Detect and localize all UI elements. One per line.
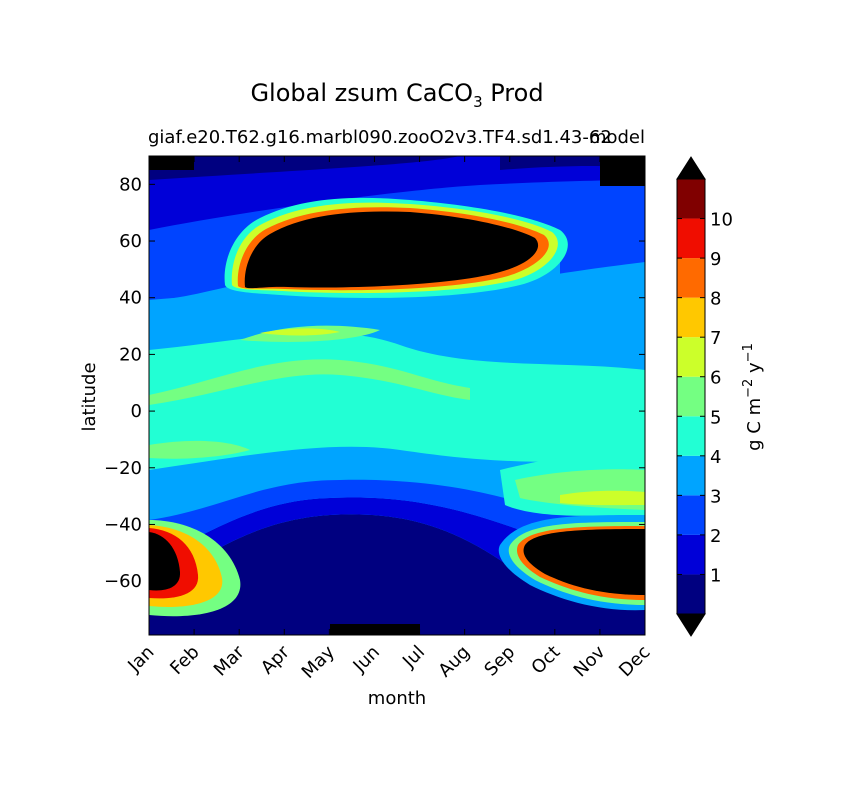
colorbar-tick-label: 10 bbox=[710, 210, 733, 231]
x-tick-label: Jul bbox=[398, 642, 429, 673]
colorbar-tick-label: 4 bbox=[710, 447, 721, 468]
colorbar-tick-label: 1 bbox=[710, 565, 721, 586]
colorbar-tick-label: 2 bbox=[710, 526, 721, 547]
y-tick-label: −60 bbox=[104, 571, 142, 592]
colorbar-segment bbox=[677, 534, 705, 575]
y-tick-label: −20 bbox=[104, 458, 142, 479]
field-tropics-5a bbox=[149, 359, 470, 405]
chart-subtitle-case: giaf.e20.T62.g16.marbl090.zooO2v3.TF4.sd… bbox=[148, 127, 612, 148]
field-north-bloom-core bbox=[244, 211, 539, 289]
x-tick-label: Feb bbox=[166, 642, 203, 679]
field-corner-ne bbox=[600, 156, 645, 186]
colorbar-segment bbox=[677, 574, 705, 614]
field-south-sub-6 bbox=[560, 490, 645, 506]
y-axis-label: latitude bbox=[79, 362, 100, 431]
field-tropics-6b bbox=[149, 440, 250, 459]
colorbar-tick-label: 8 bbox=[710, 289, 721, 310]
plot-frame bbox=[148, 155, 646, 636]
y-tick-label: 40 bbox=[119, 288, 142, 309]
colorbar-tick-label: 3 bbox=[710, 486, 721, 507]
colorbar-segment bbox=[677, 455, 705, 496]
chart-title-subscript: 3 bbox=[473, 93, 483, 111]
colorbar-label: g C m−2 y−1 bbox=[741, 343, 765, 451]
x-tick-label: Mar bbox=[210, 641, 249, 680]
field-north-top bbox=[149, 156, 460, 180]
field-south-left-core bbox=[149, 532, 181, 591]
y-tick-label: 80 bbox=[119, 174, 142, 195]
field-south-2 bbox=[149, 497, 645, 600]
colorbar-segment bbox=[677, 495, 705, 535]
colorbar-segment bbox=[677, 376, 705, 417]
x-tick-label: Aug bbox=[434, 642, 474, 682]
x-tick-label: Jun bbox=[349, 642, 384, 677]
x-axis-label: month bbox=[368, 688, 426, 709]
field-tropics-6 bbox=[260, 328, 340, 336]
y-tick-label: 0 bbox=[131, 401, 142, 422]
y-tick-label: 20 bbox=[119, 344, 142, 365]
y-tick-label: 60 bbox=[119, 231, 142, 252]
colorbar-over-triangle bbox=[676, 156, 706, 180]
field-north-high bbox=[149, 156, 645, 230]
colorbar-under-triangle bbox=[676, 613, 706, 637]
colorbar-segment bbox=[677, 218, 705, 259]
y-tick-label: −40 bbox=[104, 514, 142, 535]
colorbar-tick-label: 7 bbox=[710, 328, 721, 349]
field-south-low bbox=[149, 514, 645, 635]
field-south-3 bbox=[149, 479, 645, 560]
field-south-edge bbox=[330, 624, 420, 635]
x-tick-label: May bbox=[298, 641, 339, 682]
colorbar-frame bbox=[676, 178, 706, 615]
x-tick-label: Dec bbox=[615, 642, 654, 681]
x-tick-label: Sep bbox=[480, 642, 519, 681]
colorbar-segment bbox=[677, 297, 705, 338]
colorbar-segment bbox=[677, 416, 705, 456]
colorbar-segment bbox=[677, 179, 705, 219]
colorbar-segment bbox=[677, 258, 705, 298]
field-corner-nw bbox=[149, 156, 194, 170]
colorbar-tick-label: 6 bbox=[710, 368, 721, 389]
chart-subtitle-model: model bbox=[589, 127, 645, 148]
y-axis: 80 60 40 20 0 −20 −40 −60 bbox=[104, 174, 645, 592]
x-tick-label: Nov bbox=[570, 641, 610, 681]
colorbar-tick-label: 9 bbox=[710, 249, 721, 270]
colorbar-segment bbox=[677, 337, 705, 377]
field-south-bloom-core bbox=[523, 529, 645, 595]
x-tick-label: Apr bbox=[257, 641, 294, 678]
x-tick-label: Jan bbox=[123, 642, 158, 677]
colorbar-tick-label: 5 bbox=[710, 407, 721, 428]
x-tick-label: Oct bbox=[527, 642, 564, 679]
contour-field bbox=[149, 156, 645, 635]
colorbar: 1 2 3 4 5 6 7 8 9 10 bbox=[676, 156, 733, 637]
chart-title: Global zsum CaCO3 Prod bbox=[250, 79, 543, 111]
